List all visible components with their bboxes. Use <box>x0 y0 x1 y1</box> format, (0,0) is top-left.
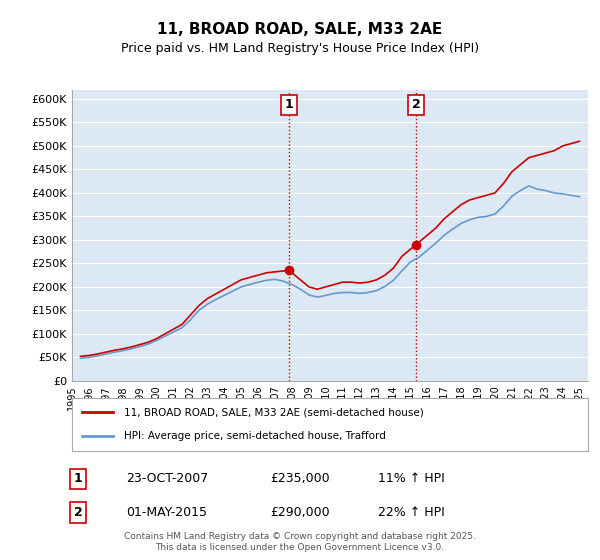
Text: 1: 1 <box>74 472 82 486</box>
Text: HPI: Average price, semi-detached house, Trafford: HPI: Average price, semi-detached house,… <box>124 431 385 441</box>
Text: 11, BROAD ROAD, SALE, M33 2AE (semi-detached house): 11, BROAD ROAD, SALE, M33 2AE (semi-deta… <box>124 408 424 418</box>
Text: £290,000: £290,000 <box>270 506 329 519</box>
Text: 23-OCT-2007: 23-OCT-2007 <box>126 472 208 486</box>
Text: £235,000: £235,000 <box>270 472 329 486</box>
Text: 1: 1 <box>284 99 293 111</box>
Text: 11, BROAD ROAD, SALE, M33 2AE: 11, BROAD ROAD, SALE, M33 2AE <box>157 22 443 38</box>
Text: 11% ↑ HPI: 11% ↑ HPI <box>378 472 445 486</box>
Text: 01-MAY-2015: 01-MAY-2015 <box>126 506 207 519</box>
Text: Price paid vs. HM Land Registry's House Price Index (HPI): Price paid vs. HM Land Registry's House … <box>121 42 479 55</box>
Text: 2: 2 <box>74 506 82 519</box>
Text: Contains HM Land Registry data © Crown copyright and database right 2025.
This d: Contains HM Land Registry data © Crown c… <box>124 532 476 552</box>
Text: 22% ↑ HPI: 22% ↑ HPI <box>378 506 445 519</box>
Text: 2: 2 <box>412 99 421 111</box>
